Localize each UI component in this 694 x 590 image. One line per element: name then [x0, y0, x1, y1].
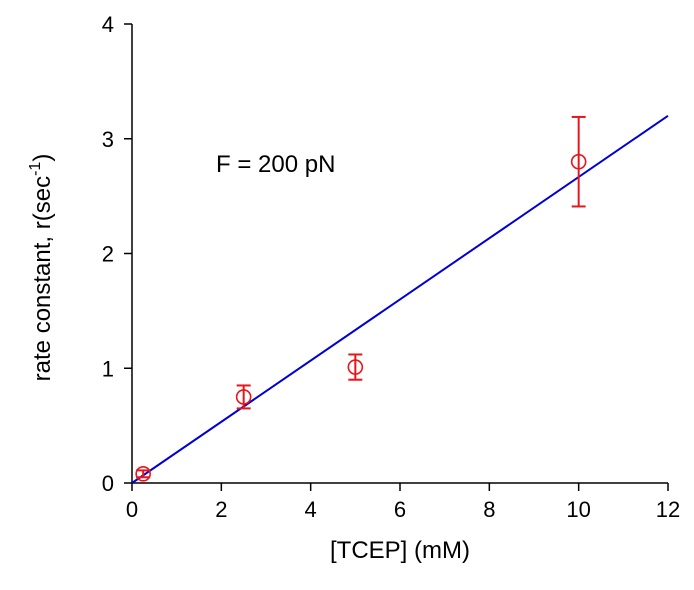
y-tick-label: 2 [102, 242, 114, 267]
y-axis-title-superscript: -1 [27, 162, 44, 176]
data-point-marker [347, 359, 364, 375]
fit-line-layer [131, 114, 669, 484]
x-tick-label: 2 [215, 497, 227, 522]
data-points-layer [135, 115, 587, 482]
x-tick-label: 4 [305, 497, 317, 522]
x-tick-label: 6 [394, 497, 406, 522]
y-tick-label: 3 [102, 127, 114, 152]
x-tick-label: 12 [656, 497, 680, 522]
x-tick-label: 10 [566, 497, 590, 522]
data-point-marker [235, 389, 252, 405]
x-axis-title: [TCEP] (mM) [330, 537, 470, 564]
data-point-group [235, 384, 252, 410]
data-point-group [570, 115, 587, 208]
data-point-group [347, 353, 364, 381]
y-axis-title-main: rate constant, r(sec [29, 176, 56, 381]
y-axis-title: rate constant, r(sec-1) [27, 154, 56, 382]
data-point-marker [135, 466, 151, 482]
annotation-text: F = 200 pN [216, 151, 335, 178]
x-tick-label: 8 [483, 497, 495, 522]
data-point-group [135, 466, 151, 482]
y-tick-label: 0 [102, 471, 114, 496]
y-tick-label: 1 [102, 356, 114, 381]
y-tick-label: 4 [102, 12, 114, 37]
data-point-marker [570, 153, 587, 170]
x-tick-label: 0 [126, 497, 138, 522]
fit-line [131, 114, 669, 484]
y-axis-title-suffix: ) [29, 154, 56, 162]
